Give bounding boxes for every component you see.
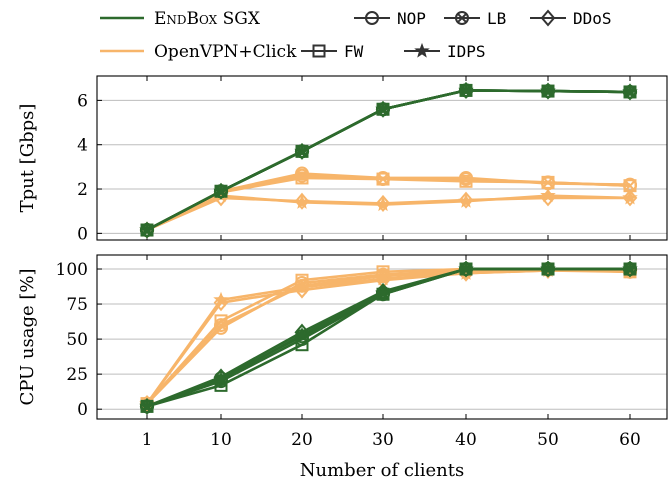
data-point [458,193,474,208]
x-axis-label: Number of clients [300,460,464,481]
data-point [139,221,155,237]
legend-label: EndBox SGX [154,9,261,29]
legend-entry-system: OpenVPN+Click [100,42,297,62]
series-line [146,194,631,232]
legend-entry-marker: DDoS [530,9,612,28]
data-point [375,270,391,286]
y-tick-label: 6 [77,91,88,111]
y-axis-label: CPU usage [%] [17,268,38,405]
y-tick-label: 100 [56,260,88,280]
throughput-panel: 0 2 4 6 Tput [Gbps] [17,75,668,244]
plot-frame [96,254,668,420]
data-point [540,260,556,276]
legend-marker-icon [365,11,379,25]
data-point [294,279,310,294]
y-tick-label: 0 [77,224,88,244]
data-point [294,326,310,342]
x-tick-label: 30 [372,430,394,450]
x-tick-label: 40 [455,430,477,450]
data-point [459,174,473,188]
legend-entry-marker: NOP [354,9,426,28]
legend-label: DDoS [573,9,612,28]
data-point [139,398,155,413]
data-point [294,192,310,210]
data-point [213,183,229,198]
y-tick-label: 50 [66,330,88,350]
data-point [375,101,391,116]
legend-entry-marker: IDPS [404,42,486,61]
data-point [622,260,638,276]
legend-marker-icon [312,44,326,58]
data-point [375,196,391,212]
data-point [458,82,474,97]
y-tick-label: 2 [77,180,88,200]
series-endbox-sgxsquare [140,262,637,413]
data-point [295,338,309,352]
y-axis-label: Tput [Gbps] [17,104,38,213]
data-point [540,187,556,203]
data-point [458,191,474,209]
data-point [622,189,638,205]
y-tick-label: 75 [66,295,88,315]
x-axis: 1 10 20 30 40 50 60 Number of clients [142,430,641,481]
data-point [458,260,474,276]
data-point [213,291,229,307]
legend-label: LB [487,9,506,28]
legend: EndBox SGX OpenVPN+Click NOP LB DDoS FW IDPS [100,9,612,62]
data-point [375,284,391,300]
plot-frame [96,75,668,241]
data-point [622,83,638,99]
legend-label: OpenVPN+Click [154,42,297,62]
data-point [294,194,310,209]
y-tick-label: 25 [66,365,88,385]
series-endbox-sgxstar [139,260,638,413]
data-point [213,371,229,387]
cpu-usage-panel: 0 25 50 75 100 CPU usage [%] [17,254,668,420]
y-tick-label: 4 [77,136,88,156]
series-endbox-sgxstar [139,82,638,237]
x-tick-label: 50 [537,430,559,450]
legend-entry-marker: FW [301,42,364,61]
legend-marker-icon [414,42,430,58]
data-point [376,172,390,186]
x-tick-label: 60 [619,430,641,450]
data-point [375,194,391,212]
x-tick-label: 10 [210,430,232,450]
x-tick-label: 1 [142,430,153,450]
data-point [540,82,556,98]
data-point [294,143,310,158]
legend-entry-marker: LB [444,9,506,28]
data-point [295,171,309,185]
legend-marker-icon [455,11,469,25]
legend-label: NOP [397,9,426,28]
legend-entry-system: EndBox SGX [100,9,261,29]
legend-label: FW [344,42,364,61]
y-tick-label: 0 [77,400,88,420]
legend-label: IDPS [447,42,486,61]
legend-marker-icon [540,9,556,27]
data-point [214,314,228,328]
x-tick-label: 20 [291,430,313,450]
